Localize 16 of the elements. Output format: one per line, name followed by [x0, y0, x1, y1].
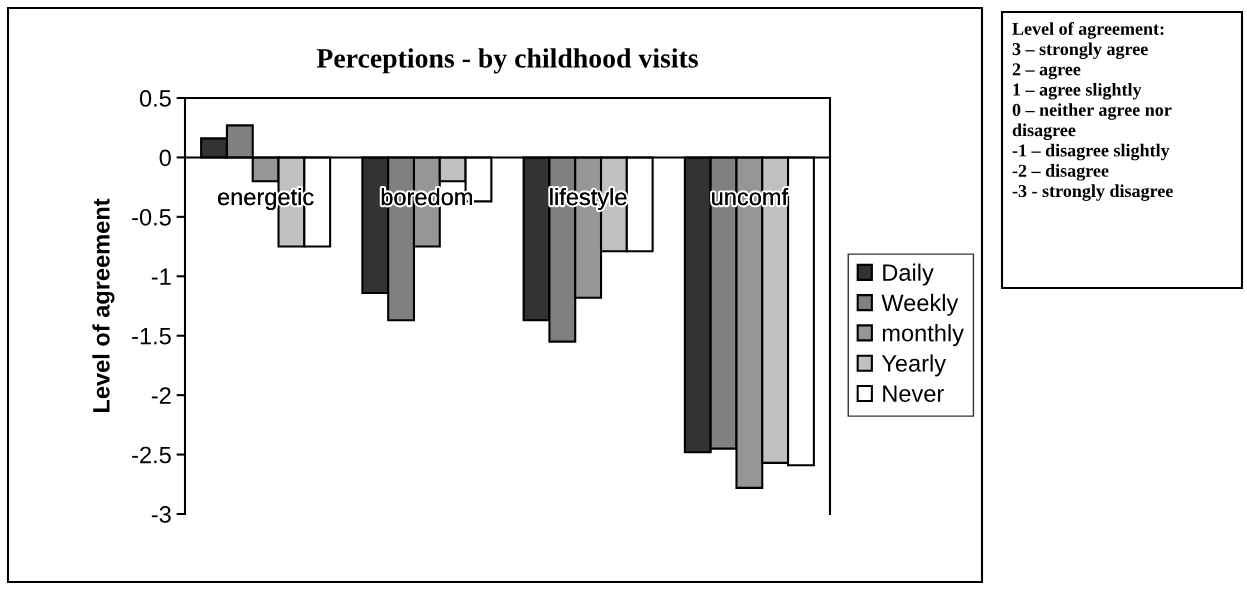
legend-label: Yearly [881, 354, 947, 377]
y-tick-label: 0.5 [139, 90, 171, 107]
legend-label: Never [883, 385, 944, 403]
y-tick-label: -2 [151, 387, 171, 404]
y-tick-label: -0.5 [132, 208, 171, 226]
legend-label: Daily [883, 263, 934, 286]
y-tick-label: -1.5 [132, 328, 171, 345]
chart-title: Perceptions - by childhood visits [316, 48, 698, 74]
legend-label: Weekly [881, 293, 959, 316]
legend-label: monthly [882, 324, 964, 347]
text: Level of agreement: 3 – strongly agree 2 – agree 1 – agree slightly 0 – neither agree nor disagree -1 – disagree slightly -2 – disagree -3 - strongly disagree [1012, 22, 1173, 201]
y-tick-label: -3 [151, 506, 171, 523]
y-tick-label: -1 [151, 268, 171, 285]
y-tick-label: 0 [159, 149, 171, 167]
y-tick-label: -2.5 [132, 446, 171, 464]
y-axis-title: Level of agreement [92, 198, 115, 413]
